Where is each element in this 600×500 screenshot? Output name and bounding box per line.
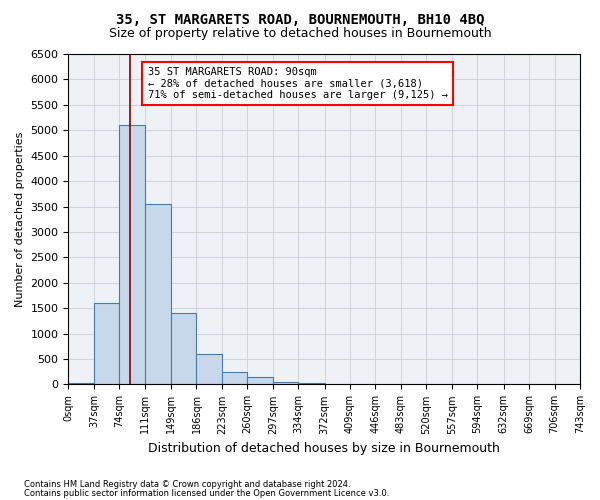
Bar [298,383,325,384]
Bar [68,383,94,384]
Text: Contains public sector information licensed under the Open Government Licence v3: Contains public sector information licen… [24,488,389,498]
Bar [145,204,171,384]
X-axis label: Distribution of detached houses by size in Bournemouth: Distribution of detached houses by size … [148,442,500,455]
Bar [119,125,145,384]
Bar [273,382,298,384]
Text: Size of property relative to detached houses in Bournemouth: Size of property relative to detached ho… [109,28,491,40]
Y-axis label: Number of detached properties: Number of detached properties [15,132,25,307]
Bar [222,372,247,384]
Bar [196,354,222,384]
Bar [171,314,196,384]
Bar [247,378,273,384]
Text: 35, ST MARGARETS ROAD, BOURNEMOUTH, BH10 4BQ: 35, ST MARGARETS ROAD, BOURNEMOUTH, BH10… [116,12,484,26]
Bar [94,303,119,384]
Text: 35 ST MARGARETS ROAD: 90sqm
← 28% of detached houses are smaller (3,618)
71% of : 35 ST MARGARETS ROAD: 90sqm ← 28% of det… [148,66,448,100]
Text: Contains HM Land Registry data © Crown copyright and database right 2024.: Contains HM Land Registry data © Crown c… [24,480,350,489]
